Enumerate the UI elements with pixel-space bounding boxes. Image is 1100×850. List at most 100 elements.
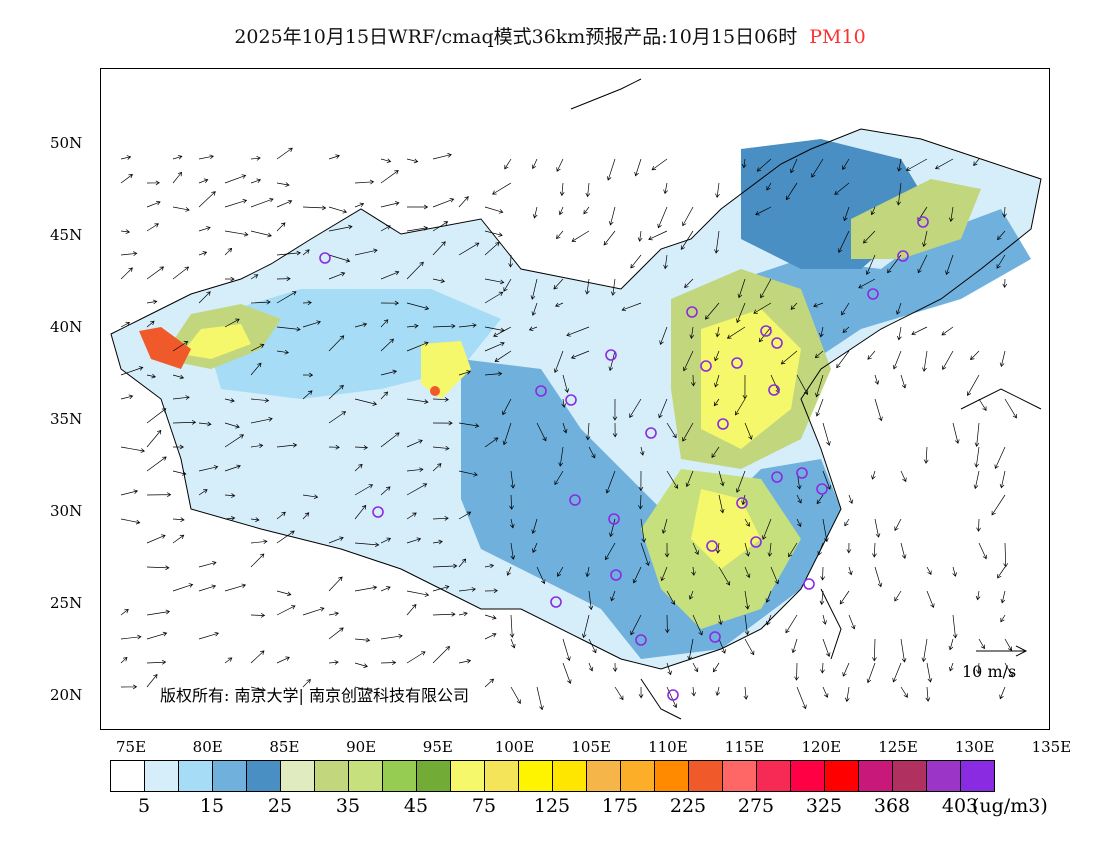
wind-arrow [562, 662, 572, 684]
wind-arrow [682, 206, 694, 227]
wind-arrow [250, 274, 259, 280]
wind-arrow [250, 343, 265, 352]
wind-arrow [328, 335, 345, 352]
wind-arrow [172, 534, 185, 544]
wind-arrow [949, 662, 954, 672]
wind-arrow [328, 536, 344, 544]
wind-arrow [302, 249, 310, 256]
lon-label: 135E [1031, 738, 1072, 756]
wind-arrow [380, 319, 389, 328]
colorbar-label: 45 [403, 795, 429, 817]
wind-arrow [842, 662, 850, 677]
wind-arrow [198, 191, 216, 208]
wind-arrow [756, 158, 772, 172]
wind-arrow [146, 673, 158, 688]
site-marker [550, 596, 562, 608]
wind-arrow [354, 686, 374, 693]
wind-arrow [432, 611, 456, 617]
wind-arrow [172, 517, 185, 522]
wind-arrow [432, 420, 453, 426]
wind-arrow [380, 486, 391, 496]
wind-arrow [198, 465, 219, 472]
wind-arrow [630, 614, 642, 636]
wind-arrow [120, 229, 131, 234]
wind-arrow [780, 350, 798, 365]
wind-arrow [735, 470, 746, 493]
wind-arrow [942, 350, 954, 371]
wind-arrow [406, 261, 424, 280]
wind-arrow [406, 590, 430, 597]
wind-arrow [917, 254, 928, 274]
reference-vector-label: 10 m/s [962, 662, 1017, 681]
wind-arrow [609, 518, 616, 538]
wind-arrow [744, 518, 750, 527]
colorbar-swatch [451, 761, 485, 791]
wind-arrow [894, 590, 902, 602]
wind-arrow [328, 611, 339, 617]
wind-arrow [973, 158, 980, 166]
wind-arrow [484, 241, 500, 256]
colorbar-swatch [315, 761, 349, 791]
wind-arrow [581, 614, 590, 639]
wind-arrow [224, 422, 240, 429]
wind-arrow [790, 302, 798, 310]
wind-arrow [770, 566, 779, 585]
wind-arrow [484, 678, 495, 688]
wind-arrow [692, 614, 703, 636]
colorbar-label: 175 [601, 795, 639, 817]
wind-arrow [629, 398, 642, 418]
site-marker [897, 250, 909, 262]
colorbar-swatch [383, 761, 417, 791]
wind-arrow [556, 158, 564, 172]
lon-label: 75E [115, 738, 147, 756]
wind-arrow [975, 590, 981, 601]
wind-arrow [250, 178, 262, 184]
wind-arrow [796, 518, 802, 528]
lon-label: 105E [571, 738, 611, 756]
wind-arrow [276, 276, 291, 282]
wind-arrow [922, 230, 928, 248]
wind-arrow [711, 446, 720, 458]
wind-arrow [502, 422, 512, 446]
colorbar-swatch [519, 761, 553, 791]
wind-arrow [822, 518, 829, 543]
wind-arrow [532, 206, 538, 219]
wind-arrow [744, 638, 755, 656]
wind-arrow [432, 645, 451, 664]
colorbar-swatch [145, 761, 179, 791]
wind-arrow [744, 422, 753, 440]
wind-arrow [458, 658, 472, 664]
wind-arrow [842, 326, 850, 333]
wind-arrow [380, 338, 394, 352]
wind-arrow [762, 518, 772, 540]
wind-arrow [874, 398, 883, 422]
map-canvas [110, 78, 1042, 720]
wind-arrow [608, 206, 616, 226]
wind-arrow [536, 686, 544, 711]
site-marker [706, 540, 718, 552]
wind-arrow [630, 254, 642, 269]
wind-arrow [621, 302, 642, 312]
wind-arrow [509, 614, 515, 638]
site-marker [605, 349, 617, 361]
wind-arrow [683, 350, 694, 372]
wind-arrow [660, 566, 668, 582]
colorbar-label: 25 [267, 795, 293, 817]
wind-arrow [664, 542, 670, 558]
wind-arrow [744, 566, 751, 579]
wind-arrow [997, 566, 1006, 579]
wind-arrow [302, 300, 312, 306]
wind-arrow [705, 302, 720, 320]
lat-label: 25N [50, 594, 83, 612]
site-marker [700, 360, 712, 372]
wind-arrow [146, 180, 160, 186]
wind-arrow [874, 374, 880, 385]
wind-arrow [817, 542, 824, 556]
lon-label: 80E [192, 738, 223, 756]
site-marker [565, 394, 577, 406]
lon-label: 120E [801, 738, 842, 756]
wind-arrow [785, 614, 798, 634]
wind-arrow [606, 158, 616, 181]
wind-arrow [302, 320, 321, 328]
wind-arrow [822, 638, 831, 657]
